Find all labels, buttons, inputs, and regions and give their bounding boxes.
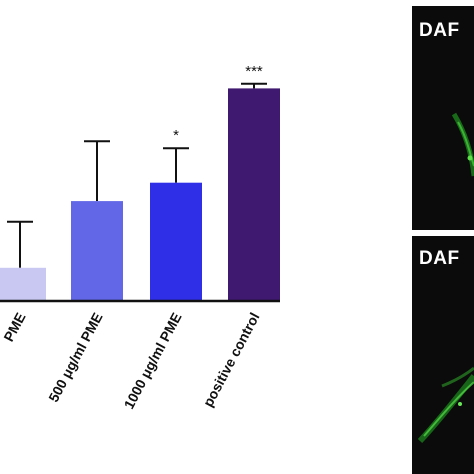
category-label: positive control (200, 310, 263, 410)
category-label: 1000 μg/ml PME (120, 310, 184, 412)
significance-label: *** (245, 63, 263, 80)
panel-label-bottom: DAF (419, 248, 460, 269)
bar (0, 267, 46, 300)
bar (228, 88, 280, 301)
bar (150, 182, 202, 300)
micrograph-panel-bottom: DAF (412, 236, 474, 474)
category-label: PME (0, 310, 28, 344)
fluorescent-worm-image (417, 366, 474, 444)
panel-label-top: DAF (419, 20, 460, 41)
significance-label: * (173, 127, 179, 144)
bar (71, 201, 123, 300)
category-label: 500 μg/ml PME (45, 310, 106, 405)
bars-layer (0, 82, 280, 301)
fluorescent-worm-image (451, 112, 474, 177)
micrograph-panel-top: DAF (412, 6, 474, 230)
labels-layer: PME 500 μg/ml PME * 1000 μg/ml PME *** positi… (0, 63, 263, 412)
